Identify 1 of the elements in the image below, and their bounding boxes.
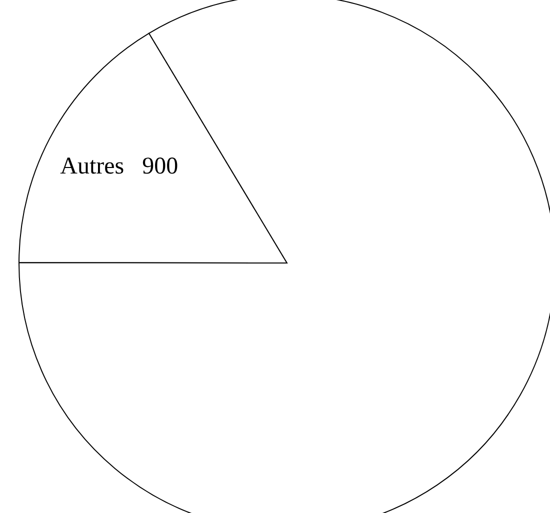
slice-label: Autres 900 xyxy=(60,153,178,180)
